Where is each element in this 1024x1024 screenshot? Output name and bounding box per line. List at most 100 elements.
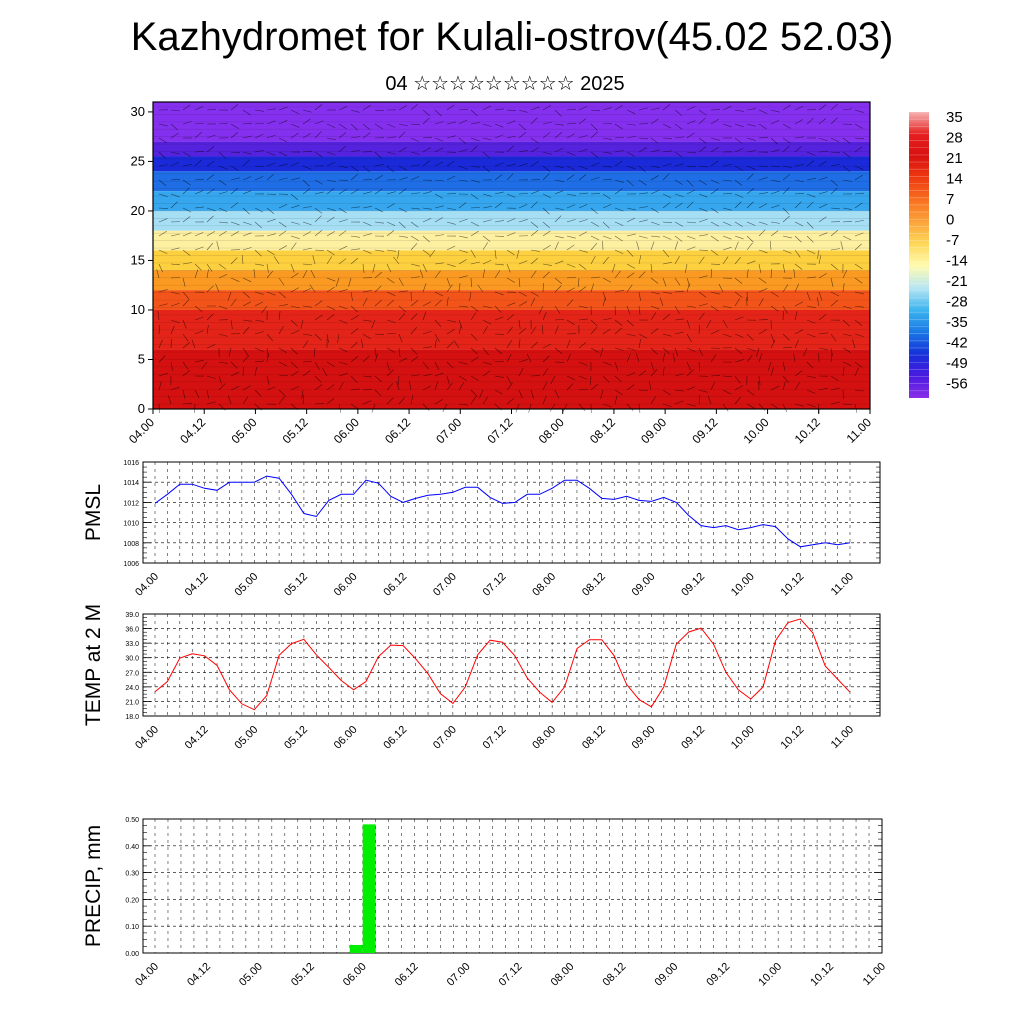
- wind-barb: [614, 221, 624, 226]
- wind-barb: [590, 131, 598, 139]
- temp-layer-6: [153, 230, 870, 251]
- wind-barb: [650, 165, 660, 168]
- wind-barb: [158, 373, 168, 377]
- temp-layer-1: [153, 141, 870, 157]
- wind-barb: [410, 221, 419, 228]
- wind-barb: [806, 276, 816, 279]
- wind-barb: [302, 206, 312, 209]
- wind-barb: [230, 177, 240, 181]
- wind-barb: [338, 145, 346, 153]
- wind-barb: [650, 149, 660, 153]
- wind-barb: [734, 359, 744, 363]
- wind-barb: [362, 263, 365, 273]
- wind-barb: [158, 263, 163, 273]
- wind-barb: [746, 188, 755, 195]
- wind-barb: [648, 381, 652, 391]
- wind-barb: [446, 382, 453, 391]
- wind-barb: [686, 403, 696, 407]
- wind-barb: [854, 263, 863, 270]
- wind-barb: [830, 117, 838, 125]
- wind-barb: [614, 136, 624, 139]
- wind-barb: [446, 121, 456, 125]
- wind-barb: [170, 325, 175, 335]
- wind-barb: [686, 235, 696, 240]
- wind-barb: [686, 132, 695, 139]
- pmsl-ylabel: PMSL: [82, 484, 105, 541]
- x-tick-label: 04.00: [133, 724, 161, 752]
- x-tick-label: 08.12: [601, 961, 629, 989]
- x-tick-label: 06.12: [382, 415, 413, 446]
- wind-barb: [818, 291, 823, 301]
- wind-barb: [422, 385, 432, 391]
- wind-barb: [362, 206, 372, 209]
- x-tick-label: 07.00: [431, 724, 459, 752]
- wind-barb: [397, 249, 400, 259]
- wind-barb: [562, 403, 568, 413]
- x-tick-label: 10.00: [756, 961, 784, 989]
- wind-barb: [614, 395, 618, 405]
- wind-barb: [794, 201, 802, 209]
- wind-barb: [458, 319, 463, 329]
- wind-barb: [746, 123, 756, 127]
- wind-barb: [482, 326, 488, 335]
- wind-barb: [230, 319, 233, 329]
- wind-barb: [254, 319, 264, 322]
- wind-barb: [698, 165, 708, 168]
- y-tick-label: 5: [138, 351, 145, 366]
- y-tick-label: 30.0: [125, 656, 139, 663]
- wind-barb: [830, 401, 840, 405]
- wind-barb: [290, 109, 300, 115]
- x-tick-label: 05.00: [232, 724, 260, 752]
- wind-barb: [218, 191, 228, 195]
- page-title: Kazhydromet for Kulali-ostrov(45.02 52.0…: [130, 15, 894, 59]
- wind-barb: [290, 123, 300, 128]
- wind-barb: [338, 373, 348, 377]
- wind-barb: [410, 300, 419, 307]
- wind-barb: [470, 165, 480, 168]
- wind-barb: [230, 277, 240, 282]
- wind-barb: [578, 134, 588, 139]
- wind-barb: [674, 123, 683, 130]
- wind-barb: [278, 245, 287, 251]
- wind-barb: [470, 375, 479, 381]
- wind-barb: [206, 389, 210, 399]
- wind-barb: [434, 381, 438, 391]
- y-tick-label: 39.0: [125, 612, 139, 619]
- wind-barb: [674, 109, 683, 116]
- wind-barb: [494, 162, 504, 167]
- wind-barb: [254, 122, 264, 125]
- wind-barb: [734, 241, 739, 251]
- wind-barb: [530, 117, 538, 125]
- wind-barb: [770, 137, 778, 145]
- wind-barb: [362, 233, 372, 237]
- wind-barb: [734, 316, 744, 321]
- wind-barb: [698, 324, 700, 335]
- wind-barb: [182, 369, 191, 377]
- wind-barb: [254, 249, 262, 257]
- wind-barb: [685, 263, 688, 273]
- wind-barb: [206, 325, 209, 335]
- wind-barb: [206, 174, 215, 181]
- wind-barb: [854, 403, 858, 413]
- wind-barb: [578, 389, 588, 391]
- wind-barb: [278, 177, 288, 181]
- wind-barb: [554, 325, 559, 335]
- wind-barb: [698, 193, 708, 198]
- wind-barb: [722, 246, 732, 251]
- wind-barb: [842, 179, 852, 182]
- y-tick-label: 30: [131, 104, 145, 119]
- wind-barb: [362, 319, 372, 322]
- wind-barb: [650, 396, 656, 405]
- x-tick-label: 08.00: [536, 415, 567, 446]
- wind-barb: [241, 255, 244, 265]
- wind-barb: [422, 249, 431, 256]
- wind-barb: [434, 109, 442, 117]
- wind-barb: [422, 283, 427, 293]
- wind-barb: [266, 375, 270, 385]
- wind-barb: [566, 204, 576, 209]
- wind-barb: [638, 147, 647, 153]
- wind-barb: [590, 283, 595, 293]
- wind-barb: [590, 326, 598, 335]
- x-tick-label: 06.00: [332, 571, 360, 599]
- wind-barb: [242, 221, 252, 226]
